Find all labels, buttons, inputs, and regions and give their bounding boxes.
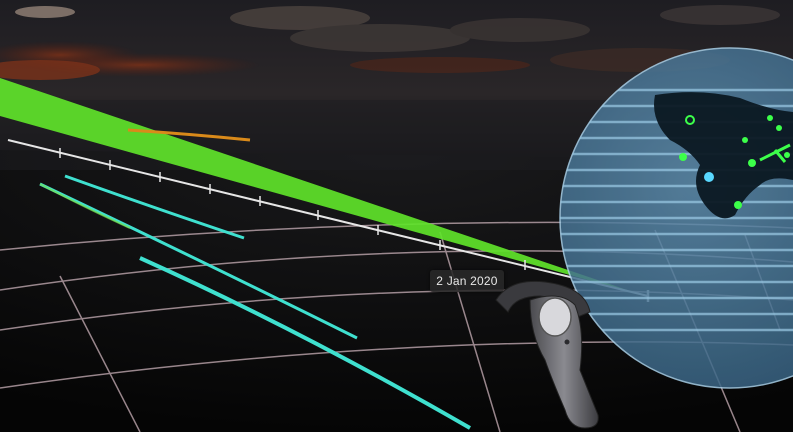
globe-markers[interactable]: [679, 115, 791, 209]
orange-trail: [127, 128, 251, 142]
cyan-trail-3: [139, 256, 471, 430]
menu-button[interactable]: [564, 339, 570, 345]
timeline-date-tooltip: 2 Jan 2020: [430, 270, 504, 292]
trackpad-button[interactable]: [538, 297, 572, 337]
cyan-trail-1: [64, 174, 245, 240]
cyan-trail-2: [39, 182, 358, 340]
timeline-axis[interactable]: [7, 139, 650, 302]
